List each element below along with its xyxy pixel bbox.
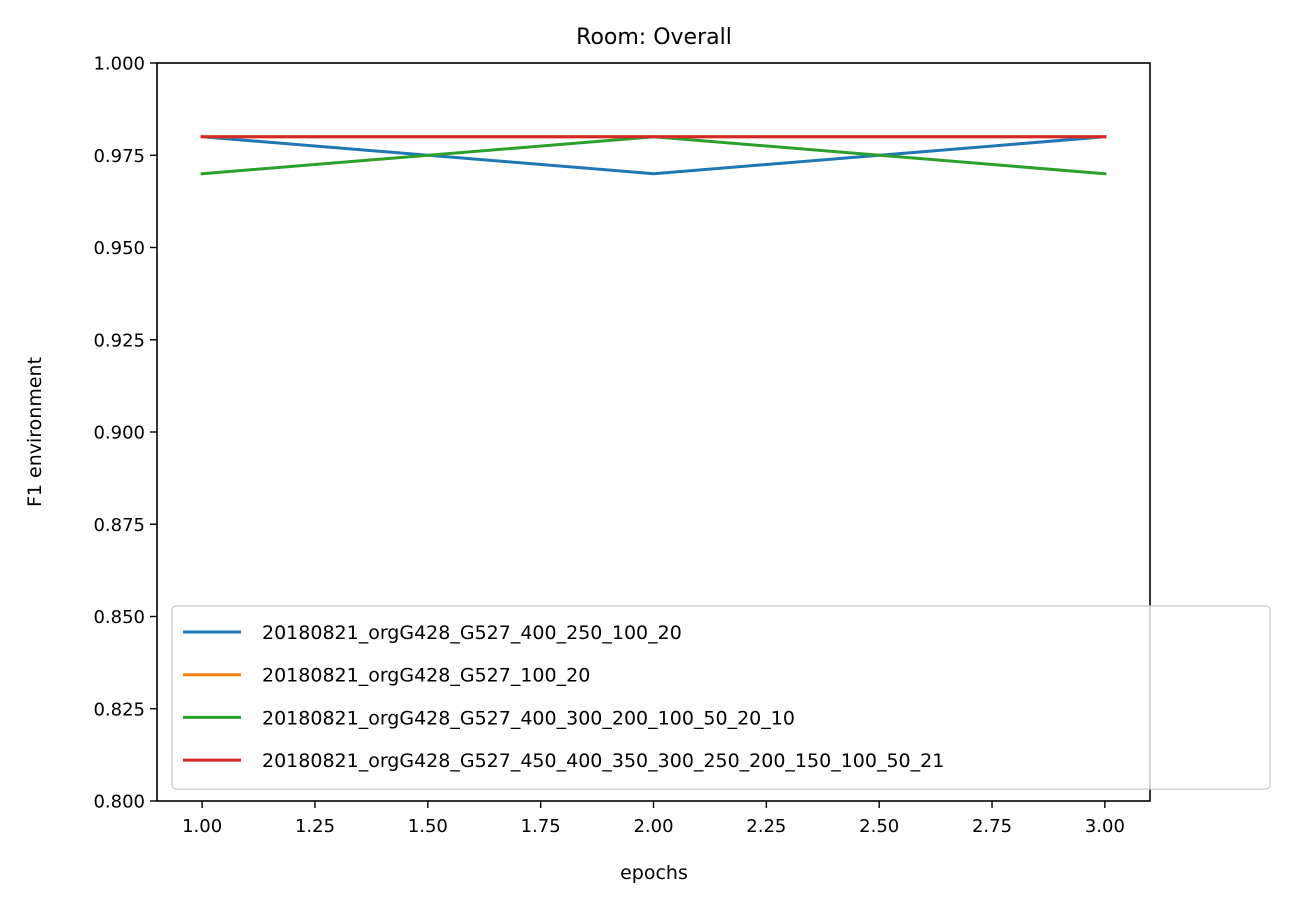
x-tick-label: 2.25 [746,816,786,837]
y-tick-label: 0.875 [93,515,145,536]
x-tick-label: 2.75 [972,816,1012,837]
legend: 20180821_orgG428_G527_400_250_100_20 2018… [171,605,1271,790]
x-tick-label: 1.50 [408,816,448,837]
y-tick-label: 0.825 [93,699,145,720]
legend-label: 20180821_orgG428_G527_400_300_200_100_50… [262,707,795,729]
legend-label: 20180821_orgG428_G527_100_20 [262,665,590,687]
legend-item: 20180821_orgG428_G527_400_250_100_20 [183,622,682,644]
y-tick-label: 0.800 [93,792,145,813]
legend-item: 20180821_orgG428_G527_400_300_200_100_50… [183,707,795,729]
x-tick-label: 2.00 [633,816,673,837]
legend-label: 20180821_orgG428_G527_450_400_350_300_25… [262,750,944,772]
x-tick-label: 2.50 [859,816,899,837]
y-tick-label: 0.950 [93,238,145,259]
chart-title: Room: Overall [576,25,732,50]
legend-item: 20180821_orgG428_G527_450_400_350_300_25… [183,750,944,772]
legend-label: 20180821_orgG428_G527_400_250_100_20 [262,622,682,644]
series-1 [200,135,1107,176]
x-tick-label: 1.75 [521,816,561,837]
x-tick-label: 3.00 [1085,816,1125,837]
y-tick-label: 0.850 [93,607,145,628]
legend-item: 20180821_orgG428_G527_100_20 [183,665,590,687]
x-axis-label: epochs [620,862,688,884]
legend-box [171,605,1271,790]
x-tick-label: 1.25 [295,816,335,837]
y-axis: 0.800 0.825 0.850 0.875 0.900 0.925 0.950 0.975… [93,54,157,813]
y-tick-label: 0.975 [93,146,145,167]
y-tick-label: 1.000 [93,54,145,75]
y-tick-label: 0.925 [93,330,145,351]
x-tick-label: 1.00 [182,816,222,837]
x-axis: 1.00 1.25 1.50 1.75 2.00 2.25 2.50 2.75 3.00 [182,801,1125,837]
series-line [200,135,1107,176]
y-axis-label: F1 environment [24,357,46,507]
plot-area [200,135,1107,176]
y-tick-label: 0.900 [93,423,145,444]
